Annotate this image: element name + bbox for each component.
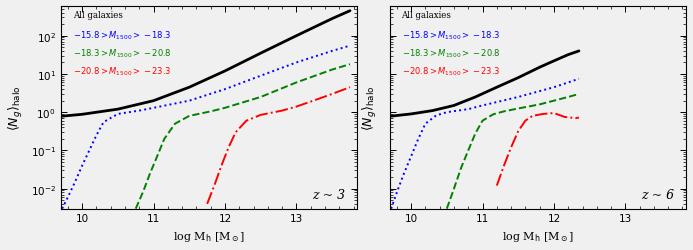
Text: All galaxies: All galaxies [401, 11, 451, 20]
Text: $-18.3 > M_{1500} > -20.8$: $-18.3 > M_{1500} > -20.8$ [73, 47, 171, 60]
Y-axis label: $\langle N_g \rangle_\mathrm{halo}$: $\langle N_g \rangle_\mathrm{halo}$ [361, 85, 379, 130]
X-axis label: log M$_\mathrm{h}$ [M$_\odot$]: log M$_\mathrm{h}$ [M$_\odot$] [502, 229, 574, 243]
X-axis label: log M$_\mathrm{h}$ [M$_\odot$]: log M$_\mathrm{h}$ [M$_\odot$] [173, 229, 245, 243]
Text: All galaxies: All galaxies [73, 11, 123, 20]
Y-axis label: $\langle N_g \rangle_\mathrm{halo}$: $\langle N_g \rangle_\mathrm{halo}$ [7, 85, 25, 130]
Text: $-15.8 > M_{1500} > -18.3$: $-15.8 > M_{1500} > -18.3$ [73, 29, 171, 42]
Text: z ~ 6: z ~ 6 [641, 188, 674, 201]
Text: z ~ 3: z ~ 3 [312, 188, 345, 201]
Text: $-18.3 > M_{1500} > -20.8$: $-18.3 > M_{1500} > -20.8$ [401, 47, 500, 60]
Text: $-20.8 > M_{1500} > -23.3$: $-20.8 > M_{1500} > -23.3$ [401, 66, 500, 78]
Text: $-15.8 > M_{1500} > -18.3$: $-15.8 > M_{1500} > -18.3$ [401, 29, 500, 42]
Text: $-20.8 > M_{1500} > -23.3$: $-20.8 > M_{1500} > -23.3$ [73, 66, 171, 78]
